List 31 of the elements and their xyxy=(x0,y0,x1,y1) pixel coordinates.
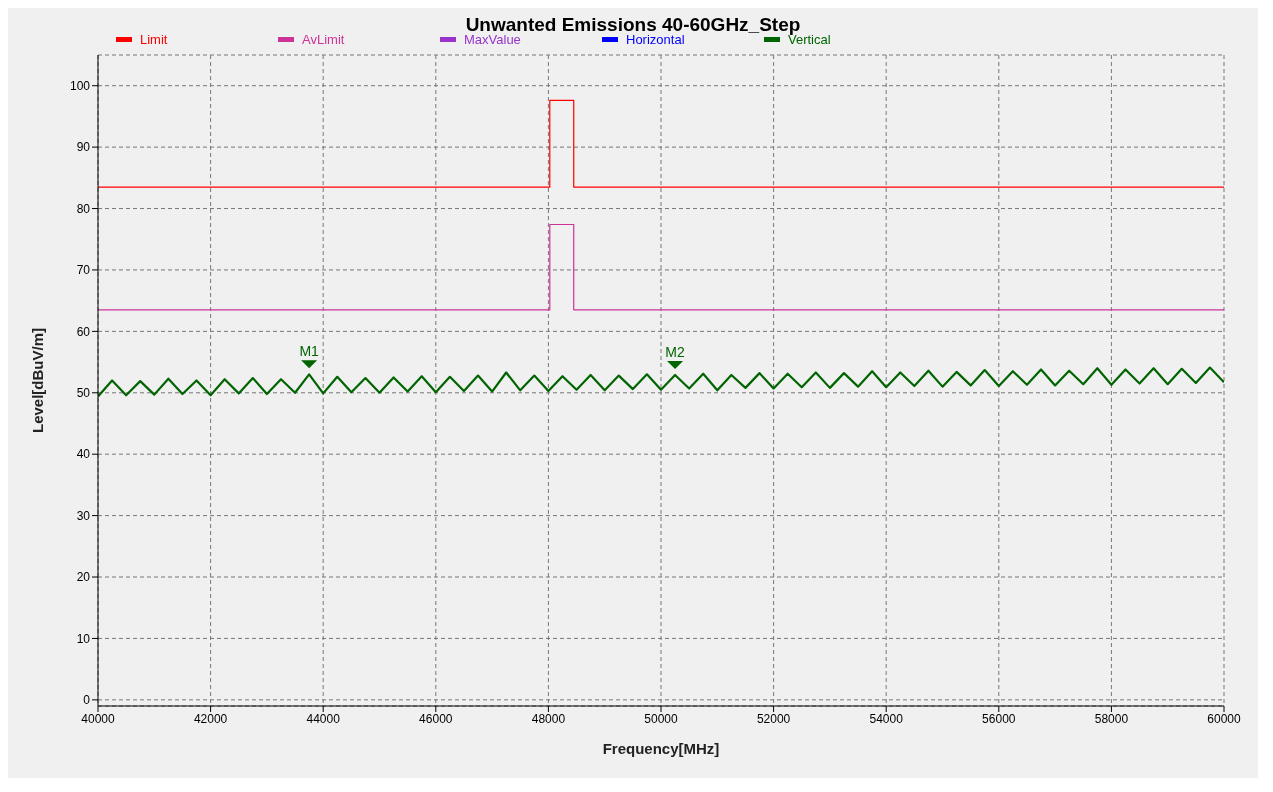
annotation: M2 xyxy=(665,343,686,360)
legend-label: Horizontal xyxy=(625,32,685,47)
y-tick-label: 30 xyxy=(76,508,91,523)
y-tick-label: 50 xyxy=(76,386,91,401)
x-tick-label: 44000 xyxy=(306,711,341,726)
y-axis-title: Level[dBuV/m] xyxy=(29,327,47,434)
y-tick-label: 70 xyxy=(76,263,91,278)
legend-label: AvLimit xyxy=(301,32,346,47)
x-tick-label: 42000 xyxy=(193,711,228,726)
y-tick-label: 20 xyxy=(76,570,91,585)
legend-label: Limit xyxy=(139,32,169,47)
legend-label: MaxValue xyxy=(463,32,522,47)
x-tick-label: 50000 xyxy=(644,711,679,726)
y-tick-label: 0 xyxy=(83,693,91,708)
y-tick-label: 60 xyxy=(76,324,91,339)
y-tick-label: 90 xyxy=(76,140,91,155)
x-axis-title: Frequency[MHz] xyxy=(602,740,720,757)
x-tick-label: 46000 xyxy=(419,711,453,726)
x-tick-label: 58000 xyxy=(1094,711,1129,726)
y-tick-label: 10 xyxy=(76,631,91,646)
annotation: M1 xyxy=(299,343,320,360)
x-tick-label: 40000 xyxy=(81,711,116,726)
x-tick-label: 54000 xyxy=(869,711,904,726)
x-tick-label: 48000 xyxy=(531,711,566,726)
x-tick-label: 56000 xyxy=(982,711,1016,726)
y-tick-label: 100 xyxy=(69,78,91,93)
x-tick-label: 52000 xyxy=(756,711,791,726)
y-tick-label: 80 xyxy=(76,201,91,216)
line-series xyxy=(98,366,1224,398)
x-tick-label: 60000 xyxy=(1207,711,1242,726)
y-tick-label: 40 xyxy=(76,447,91,462)
